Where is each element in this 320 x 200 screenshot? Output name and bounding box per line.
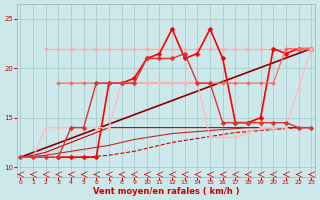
X-axis label: Vent moyen/en rafales ( km/h ): Vent moyen/en rafales ( km/h ) (92, 187, 239, 196)
